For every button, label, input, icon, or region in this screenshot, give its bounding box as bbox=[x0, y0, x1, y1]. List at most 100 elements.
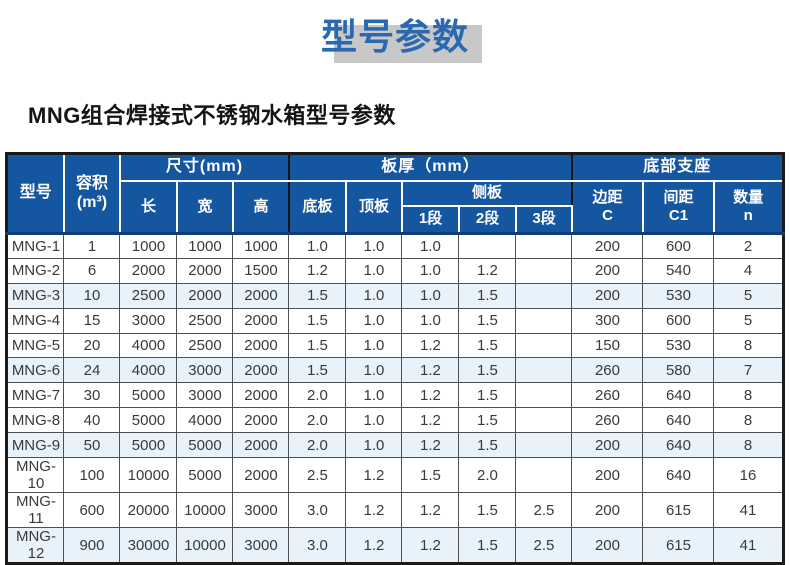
value-cell: 20000 bbox=[119, 492, 178, 529]
value-cell: 2.0 bbox=[458, 457, 517, 494]
model-cell: MNG-11 bbox=[6, 492, 65, 529]
value-cell: 4000 bbox=[176, 407, 234, 434]
value-cell: 1.0 bbox=[401, 257, 460, 284]
value-cell: 16 bbox=[713, 457, 784, 494]
value-cell: 1.2 bbox=[458, 257, 517, 284]
value-cell: 1000 bbox=[176, 232, 234, 259]
value-cell: 2 bbox=[713, 232, 784, 259]
value-cell: 530 bbox=[642, 332, 715, 359]
col-header-edge-line2: C bbox=[602, 206, 613, 224]
value-cell: 5000 bbox=[119, 407, 178, 434]
value-cell: 1 bbox=[63, 232, 121, 259]
value-cell: 1.5 bbox=[458, 382, 517, 409]
value-cell: 10000 bbox=[176, 527, 234, 565]
model-cell: MNG-2 bbox=[6, 257, 65, 284]
value-cell: 5000 bbox=[119, 432, 178, 459]
value-cell: 1.5 bbox=[458, 492, 517, 529]
value-cell: 2000 bbox=[232, 282, 290, 309]
value-cell: 10 bbox=[63, 282, 121, 309]
value-cell: 2000 bbox=[232, 357, 290, 384]
value-cell: 1.2 bbox=[345, 492, 403, 529]
table-row: MNG-3 10 2500 2000 2000 1.5 1.0 1.0 1.5 200 530 5 bbox=[6, 282, 784, 309]
value-cell: 1.0 bbox=[401, 282, 460, 309]
value-cell: 2000 bbox=[232, 382, 290, 409]
value-cell: 2500 bbox=[176, 307, 234, 334]
value-cell: 41 bbox=[713, 492, 784, 529]
model-cell: MNG-6 bbox=[6, 357, 65, 384]
page-title: 型号参数 bbox=[321, 8, 483, 63]
value-cell bbox=[515, 307, 573, 334]
value-cell: 200 bbox=[571, 282, 644, 309]
value-cell: 3000 bbox=[232, 527, 290, 565]
value-cell: 8 bbox=[713, 407, 784, 434]
value-cell: 1.5 bbox=[288, 332, 347, 359]
value-cell: 580 bbox=[642, 357, 715, 384]
table-row: MNG-4 15 3000 2500 2000 1.5 1.0 1.0 1.5 300 600 5 bbox=[6, 307, 784, 334]
header-row-groups: 型号 容积 (m³) 尺寸(mm) 板厚（mm） 底部支座 bbox=[5, 152, 785, 235]
value-cell: 900 bbox=[63, 527, 121, 565]
col-group-thickness: 板厚（mm） bbox=[287, 152, 573, 182]
value-cell bbox=[515, 382, 573, 409]
value-cell: 260 bbox=[571, 357, 644, 384]
col-header-edge-c: 边距 C bbox=[570, 179, 644, 235]
value-cell: 8 bbox=[713, 382, 784, 409]
col-header-qty-line1: 数量 bbox=[733, 189, 764, 207]
col-header-volume: 容积 (m³) bbox=[62, 152, 121, 235]
spec-table-body: MNG-1 1 1000 1000 1000 1.0 1.0 1.0 200 600 2 MNG-2 6… bbox=[6, 232, 784, 565]
value-cell: 1.5 bbox=[401, 457, 460, 494]
value-cell: 600 bbox=[63, 492, 121, 529]
value-cell: 200 bbox=[571, 527, 644, 565]
value-cell: 1.2 bbox=[401, 432, 460, 459]
value-cell bbox=[515, 257, 573, 284]
value-cell: 1.2 bbox=[401, 407, 460, 434]
value-cell: 6 bbox=[63, 257, 121, 284]
value-cell bbox=[515, 282, 573, 309]
value-cell: 1000 bbox=[232, 232, 290, 259]
value-cell: 1.2 bbox=[345, 527, 403, 565]
value-cell: 640 bbox=[642, 432, 715, 459]
table-row: MNG-8 40 5000 4000 2000 2.0 1.0 1.2 1.5 260 640 8 bbox=[6, 407, 784, 434]
value-cell: 1.0 bbox=[345, 232, 403, 259]
value-cell: 10000 bbox=[176, 492, 234, 529]
value-cell: 1.2 bbox=[288, 257, 347, 284]
value-cell: 260 bbox=[571, 382, 644, 409]
value-cell bbox=[515, 357, 573, 384]
value-cell: 200 bbox=[571, 457, 644, 494]
value-cell: 1000 bbox=[119, 232, 178, 259]
value-cell: 200 bbox=[571, 492, 644, 529]
value-cell: 1.5 bbox=[458, 332, 517, 359]
col-header-seg1: 1段 bbox=[400, 204, 460, 235]
value-cell: 1.2 bbox=[401, 332, 460, 359]
value-cell: 2000 bbox=[232, 307, 290, 334]
table-row: MNG-12 900 30000 10000 3000 3.0 1.2 1.2 1.5 2.5 20… bbox=[6, 527, 784, 565]
col-group-support: 底部支座 bbox=[570, 152, 785, 182]
value-cell: 8 bbox=[713, 432, 784, 459]
col-header-edge-line1: 边距 bbox=[592, 189, 623, 207]
value-cell: 3.0 bbox=[288, 492, 347, 529]
model-cell: MNG-10 bbox=[6, 457, 65, 494]
value-cell: 2.0 bbox=[288, 382, 347, 409]
col-header-width: 宽 bbox=[175, 179, 234, 235]
value-cell: 2000 bbox=[176, 257, 234, 284]
table-row: MNG-11 600 20000 10000 3000 3.0 1.2 1.2 1.5 2.5 20… bbox=[6, 492, 784, 529]
col-group-size: 尺寸(mm) bbox=[118, 152, 290, 182]
model-cell: MNG-8 bbox=[6, 407, 65, 434]
value-cell: 1.5 bbox=[458, 432, 517, 459]
value-cell: 3.0 bbox=[288, 527, 347, 565]
value-cell: 2000 bbox=[232, 457, 290, 494]
value-cell: 600 bbox=[642, 232, 715, 259]
header-row-sub: 长 宽 高 底板 顶板 侧板 边距 C 间距 C1 数量 n bbox=[7, 179, 785, 235]
value-cell: 5000 bbox=[119, 382, 178, 409]
value-cell: 2.0 bbox=[288, 407, 347, 434]
value-cell: 1.5 bbox=[458, 357, 517, 384]
value-cell: 3000 bbox=[119, 307, 178, 334]
value-cell bbox=[458, 232, 517, 259]
table-row: MNG-1 1 1000 1000 1000 1.0 1.0 1.0 200 600 2 bbox=[6, 232, 784, 259]
table-row: MNG-10 100 10000 5000 2000 2.5 1.2 1.5 2.0 200 640… bbox=[6, 457, 784, 494]
value-cell bbox=[515, 407, 573, 434]
col-header-spacing-line1: 间距 bbox=[663, 189, 694, 207]
col-header-qty-n: 数量 n bbox=[712, 179, 785, 235]
header-row-segments: 1段 2段 3段 bbox=[7, 204, 783, 235]
value-cell: 3000 bbox=[176, 382, 234, 409]
col-header-length: 长 bbox=[118, 179, 178, 235]
